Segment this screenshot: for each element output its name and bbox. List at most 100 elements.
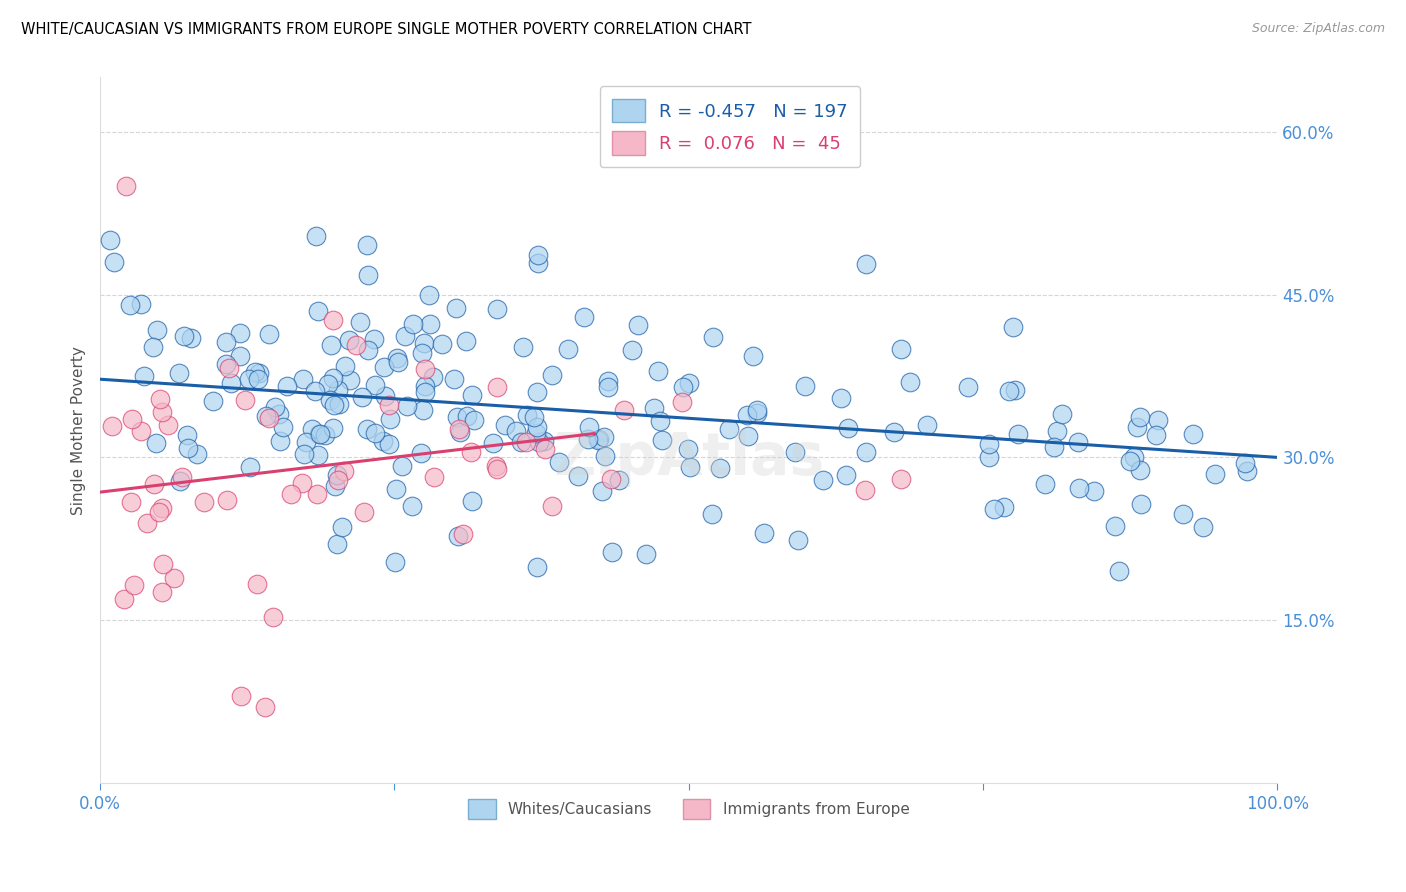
Point [172, 470, 194, 484]
Point [364, 425, 387, 440]
Point [1130, 498, 1153, 512]
Point [593, 430, 616, 444]
Point [679, 460, 702, 475]
Point [142, 476, 165, 491]
Point [977, 436, 1000, 450]
Point [526, 384, 548, 399]
Point [534, 442, 557, 456]
Point [333, 464, 356, 478]
Point [957, 380, 980, 394]
Point [1192, 519, 1215, 533]
Point [787, 533, 810, 547]
Point [120, 495, 142, 509]
Point [1067, 435, 1090, 450]
Point [422, 370, 444, 384]
Point [1001, 320, 1024, 334]
Point [853, 483, 876, 497]
Point [676, 442, 699, 456]
Point [357, 343, 380, 358]
Point [337, 333, 360, 347]
Point [557, 342, 579, 356]
Point [193, 495, 215, 509]
Point [709, 461, 731, 475]
Point [308, 427, 330, 442]
Point [169, 474, 191, 488]
Point [1129, 409, 1152, 424]
Point [540, 499, 562, 513]
Point [572, 310, 595, 324]
Point [607, 473, 630, 487]
Point [112, 591, 135, 606]
Point [326, 468, 349, 483]
Point [997, 384, 1019, 398]
Text: ZipAtlas: ZipAtlas [553, 430, 824, 487]
Point [648, 414, 671, 428]
Point [547, 455, 569, 469]
Point [460, 445, 482, 459]
Point [377, 437, 399, 451]
Point [485, 301, 508, 316]
Point [307, 448, 329, 462]
Point [291, 371, 314, 385]
Point [186, 447, 208, 461]
Point [333, 359, 356, 374]
Point [855, 257, 877, 271]
Point [308, 426, 330, 441]
Point [1234, 456, 1257, 470]
Point [533, 434, 555, 449]
Point [202, 394, 225, 409]
Point [1122, 450, 1144, 464]
Point [323, 398, 346, 412]
Point [526, 420, 548, 434]
Point [1204, 467, 1226, 482]
Point [356, 422, 378, 436]
Legend: Whites/Caucasians, Immigrants from Europe: Whites/Caucasians, Immigrants from Europ… [463, 793, 915, 825]
Point [413, 384, 436, 399]
Point [461, 494, 484, 508]
Point [983, 501, 1005, 516]
Point [150, 405, 173, 419]
Point [129, 297, 152, 311]
Point [794, 378, 817, 392]
Point [621, 343, 644, 357]
Point [357, 268, 380, 282]
Point [233, 392, 256, 407]
Point [454, 334, 477, 348]
Point [239, 460, 262, 475]
Point [541, 368, 564, 383]
Point [219, 376, 242, 390]
Point [318, 377, 340, 392]
Point [385, 482, 408, 496]
Point [218, 360, 240, 375]
Point [430, 337, 453, 351]
Point [1083, 484, 1105, 499]
Point [588, 432, 610, 446]
Point [246, 576, 269, 591]
Point [527, 256, 550, 270]
Point [588, 433, 610, 447]
Point [855, 444, 877, 458]
Point [636, 547, 658, 561]
Point [167, 367, 190, 381]
Point [456, 409, 478, 423]
Point [215, 357, 238, 371]
Point [1182, 427, 1205, 442]
Point [494, 418, 516, 433]
Point [304, 384, 326, 398]
Point [737, 429, 759, 443]
Point [247, 372, 270, 386]
Point [115, 179, 138, 194]
Point [101, 419, 124, 434]
Point [356, 238, 378, 252]
Point [396, 400, 419, 414]
Point [307, 304, 329, 318]
Point [254, 409, 277, 423]
Point [319, 392, 342, 407]
Point [148, 505, 170, 519]
Point [273, 420, 295, 434]
Point [446, 301, 468, 316]
Text: Source: ZipAtlas.com: Source: ZipAtlas.com [1251, 22, 1385, 36]
Point [322, 420, 344, 434]
Point [305, 228, 328, 243]
Point [380, 412, 402, 426]
